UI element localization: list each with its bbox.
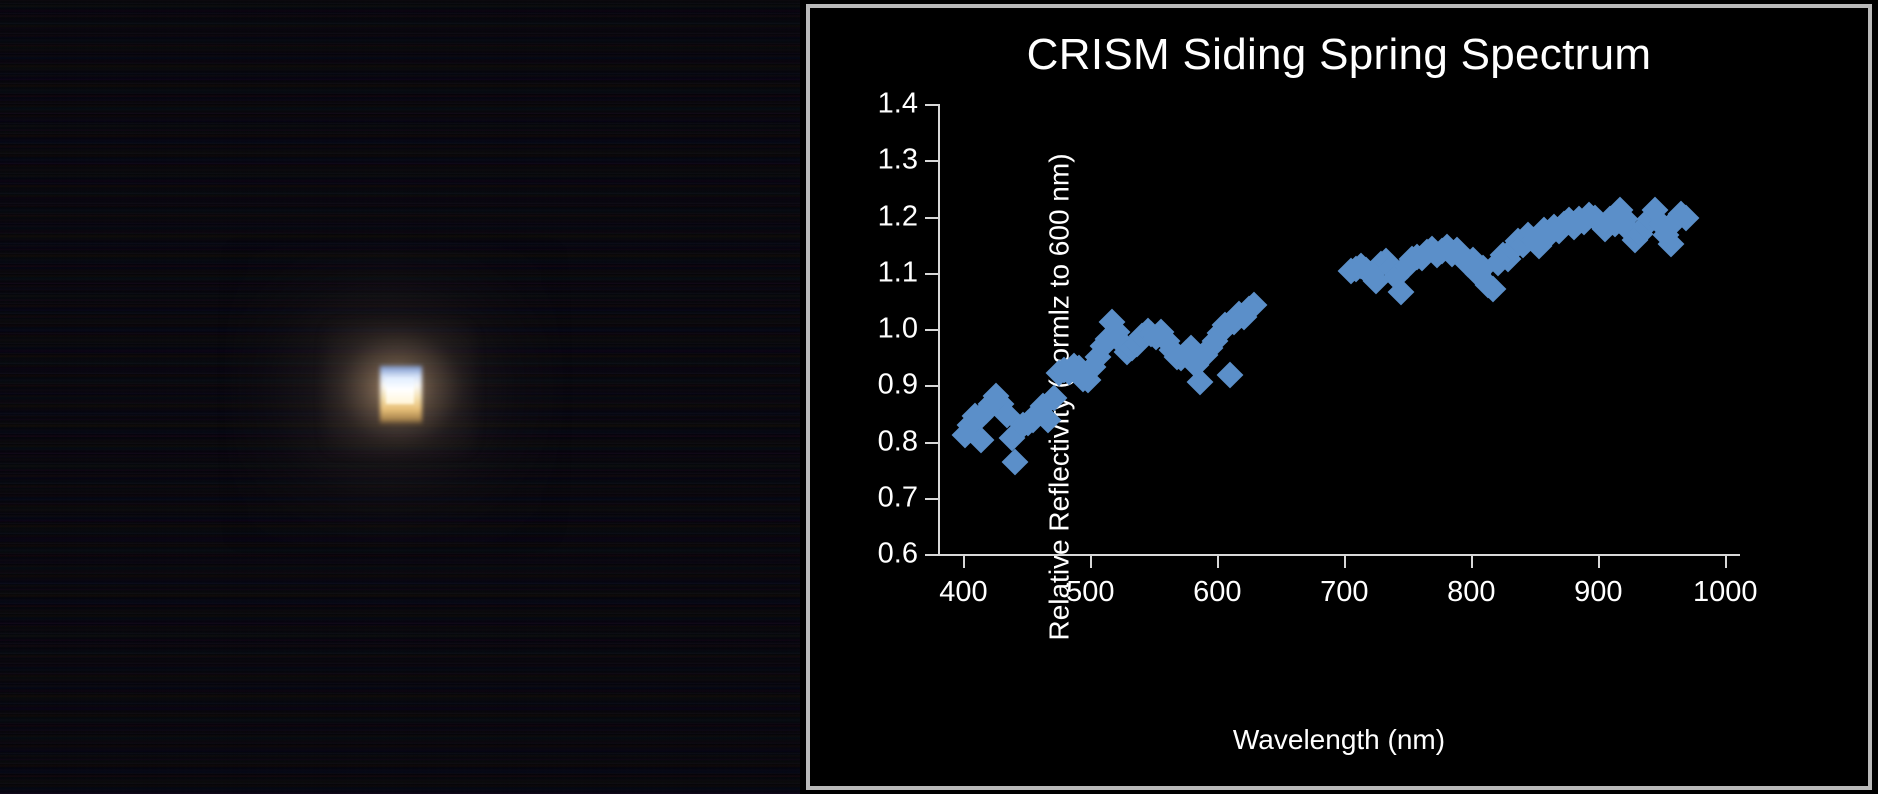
y-axis-tick-label: 0.7 [877,481,918,514]
y-axis-tick-label: 1.3 [877,143,918,176]
y-axis-tick [925,385,938,388]
x-axis-tick-label: 700 [1320,576,1369,608]
y-axis-tick-label: 0.6 [877,537,918,570]
x-axis-tick [1217,554,1220,568]
x-axis-tick [1471,554,1474,568]
y-axis-tick [925,554,938,556]
plot-area: 0.6 0.7 0.8 0.9 1.0 1.1 1.2 1.3 1.4 400 500 600 700 8… [878,88,1758,609]
x-axis-line [938,554,1740,556]
x-axis-tick [1344,554,1347,568]
x-axis-tick-label: 600 [1193,576,1242,608]
data-point-marker [1216,361,1244,389]
y-axis-tick [925,216,938,219]
y-axis-tick-label: 0.9 [877,368,918,401]
y-axis-tick-label: 1.2 [877,200,918,232]
y-axis-tick [925,272,938,275]
y-axis-tick [925,497,938,500]
x-axis-tick-label: 1000 [1693,576,1758,608]
y-axis-tick [925,104,938,106]
y-axis-tick-label: 1.0 [877,312,918,345]
comet-image-panel [0,0,800,794]
chart-title: CRISM Siding Spring Spectrum [1026,30,1652,79]
x-axis-tick-label: 500 [1066,576,1115,608]
x-axis-tick-label: 400 [939,576,988,608]
x-axis-tick-label: 900 [1574,576,1623,608]
x-axis-tick [1090,554,1093,568]
x-axis-tick [1598,554,1601,568]
y-axis-tick-label: 0.8 [877,425,918,457]
comet-nucleus-core [386,378,414,404]
y-axis-tick [925,160,938,163]
y-axis-line [938,104,940,556]
x-axis-label: Wavelength (nm) [1232,724,1446,755]
y-axis-tick-label: 1.4 [877,87,918,120]
spectrum-chart-panel: CRISM Siding Spring Spectrum Relative Re… [806,4,1872,790]
x-axis-tick [1725,554,1728,568]
x-axis-tick-label: 800 [1447,576,1496,608]
y-axis-tick [925,441,938,444]
x-axis-tick [963,554,966,568]
data-point-marker [1002,448,1029,476]
y-axis-tick [925,329,938,331]
y-axis-tick-label: 1.1 [877,256,918,289]
